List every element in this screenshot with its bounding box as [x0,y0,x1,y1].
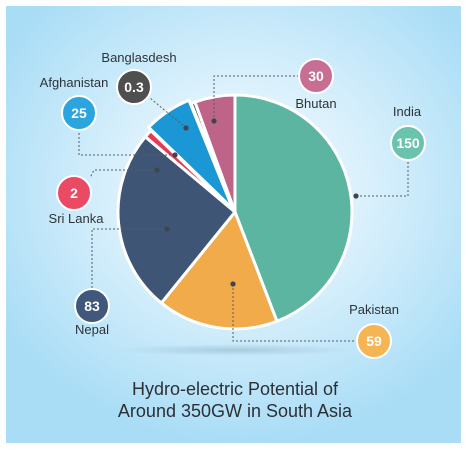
leader-line-pakistan [232,284,358,342]
leader-line-india [356,160,409,197]
category-label-nepal: Nepal [75,322,109,337]
value-badge-pakistan [356,323,392,359]
category-label-pakistan: Pakistan [349,302,399,317]
leader-dot-afghanistan [172,152,178,158]
value-label-bhutan: 30 [308,68,324,84]
value-badge-bhutan [298,58,334,94]
caption-line-1: Hydro-electric Potential of [131,379,339,399]
value-label-banglasdesh: 0.3 [124,79,144,95]
value-badge-sri-lanka [56,175,92,211]
value-label-afghanistan: 25 [71,105,87,121]
leader-dot-pakistan [230,281,236,287]
leader-line-nepal [91,228,167,290]
leader-dot-india [353,193,359,199]
caption-line-2: Around 350GW in South Asia [117,401,353,421]
pie-shadow [115,344,355,356]
category-label-sri-lanka: Sri Lanka [49,211,105,226]
category-label-afghanistan: Afghanistan [40,75,109,90]
pie-slice-india [233,93,354,323]
value-label-india: 150 [396,135,420,151]
category-label-bhutan: Bhutan [295,96,336,111]
category-label-india: India [393,104,422,119]
pie-slice-nepal [116,135,237,305]
value-badge-afghanistan [61,95,97,131]
leader-dot-sri-lanka [154,167,160,173]
value-label-pakistan: 59 [366,333,382,349]
value-label-nepal: 83 [84,298,100,314]
value-badge-india [390,125,426,161]
leader-dot-nepal [164,226,170,232]
pie-slice-pakistan [159,210,279,331]
pie-slice-afghanistan [147,98,235,211]
value-label-sri-lanka: 2 [70,185,78,201]
leader-line-sri-lanka [89,169,157,179]
leader-line-bhutan [213,75,300,121]
pie-slice-bhutan [193,93,237,214]
value-badge-banglasdesh [116,69,152,105]
leader-line-afghanistan [78,129,175,156]
value-badge-nepal [74,288,110,324]
category-label-banglasdesh: Banglasdesh [101,50,176,65]
chart-caption: Hydro-electric Potential of Around 350GW… [0,378,470,422]
leader-dot-bhutan [211,118,217,124]
leader-dot-banglasdesh [183,125,189,131]
